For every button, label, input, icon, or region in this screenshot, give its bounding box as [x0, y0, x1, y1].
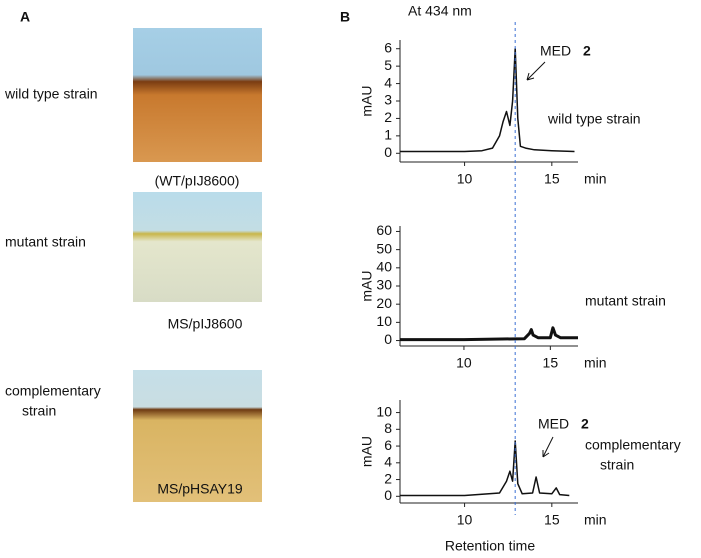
sample-label: complementary	[585, 437, 681, 453]
tube-photo	[133, 28, 262, 162]
strain-label: complementary	[5, 383, 101, 399]
x-unit: min	[584, 171, 607, 187]
y-axis-label: mAU	[359, 85, 375, 116]
x-unit: min	[584, 512, 607, 528]
panel-label: A	[20, 9, 30, 25]
y-tick-label: 4	[384, 454, 392, 470]
y-tick-label: 4	[384, 74, 392, 90]
y-tick-label: 20	[376, 295, 392, 311]
y-tick-label: 3	[384, 92, 392, 108]
y-tick-label: 40	[376, 259, 392, 275]
y-tick-label: 8	[384, 420, 392, 436]
trace	[400, 326, 578, 342]
x-axis-label: Retention time	[445, 538, 535, 554]
y-tick-label: 0	[384, 487, 392, 503]
y-tick-label: 6	[384, 39, 392, 55]
y-tick-label: 30	[376, 277, 392, 293]
annotation: 2	[583, 43, 591, 59]
x-tick-label: 15	[543, 355, 559, 371]
y-tick-label: 6	[384, 437, 392, 453]
y-tick-label: 50	[376, 240, 392, 256]
x-tick-label: 15	[544, 171, 560, 187]
y-tick-label: 2	[384, 470, 392, 486]
sample-label: wild type strain	[547, 111, 641, 127]
chart-title: At 434 nm	[408, 3, 472, 19]
sample-label: mutant strain	[585, 293, 666, 309]
caption: (WT/pIJ8600)	[155, 173, 240, 189]
y-axis-label: mAU	[359, 436, 375, 467]
panel-label: B	[340, 9, 350, 25]
x-tick-label: 10	[457, 171, 473, 187]
y-tick-label: 2	[384, 109, 392, 125]
caption: MS/pHSAY19	[157, 481, 243, 497]
sample-label: strain	[600, 457, 634, 473]
y-tick-label: 60	[376, 222, 392, 238]
trace	[400, 440, 570, 497]
strain-label: mutant strain	[5, 234, 86, 250]
y-axis-label: mAU	[359, 270, 375, 301]
arrow	[542, 436, 554, 458]
tube-photo	[133, 370, 262, 502]
trace	[400, 47, 575, 153]
x-tick-label: 10	[456, 355, 472, 371]
y-tick-label: 1	[384, 127, 392, 143]
strain-label: strain	[22, 403, 56, 419]
y-tick-label: 0	[384, 331, 392, 347]
annotation: 2	[581, 416, 589, 432]
y-tick-label: 0	[384, 144, 392, 160]
y-tick-label: 10	[376, 403, 392, 419]
x-unit: min	[584, 355, 607, 371]
y-tick-label: 5	[384, 57, 392, 73]
y-tick-label: 10	[376, 313, 392, 329]
tube-photo	[133, 192, 262, 302]
caption: MS/pIJ8600	[168, 316, 243, 332]
x-tick-label: 15	[544, 512, 560, 528]
annotation: MED	[540, 43, 571, 59]
strain-label: wild type strain	[4, 86, 98, 102]
arrow	[526, 61, 546, 81]
annotation: MED	[538, 416, 569, 432]
x-tick-label: 10	[457, 512, 473, 528]
